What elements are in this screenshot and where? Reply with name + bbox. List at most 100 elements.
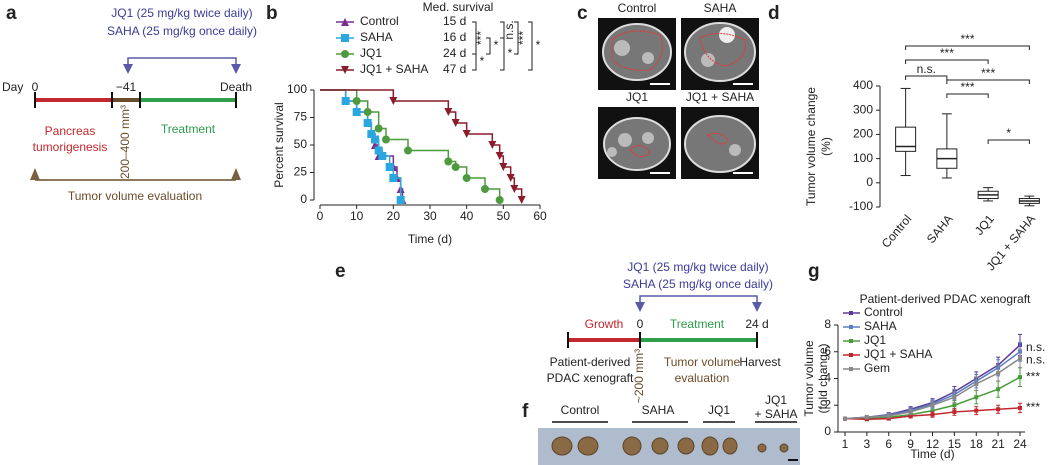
x-tick-label: 6 (885, 437, 892, 451)
y-tick-label: 300 (853, 102, 873, 116)
shape (614, 40, 630, 56)
significance-label: *** (940, 46, 954, 60)
marker (952, 395, 957, 400)
marker (363, 108, 372, 116)
marker (974, 381, 979, 386)
box (895, 126, 917, 152)
marker (352, 108, 361, 116)
x-tick-label: 60 (533, 209, 547, 223)
legend-marker (849, 339, 853, 343)
regimen: JQ1 (25 mg/kg twice daily) (627, 260, 768, 274)
panel-label: a (6, 3, 17, 24)
marker (506, 174, 515, 182)
legend-marker (341, 50, 349, 58)
growth-label: tumorigenesis (33, 140, 108, 154)
legend-marker (341, 34, 349, 42)
image-label: JQ1 + SAHA (686, 90, 754, 104)
scale-bar (650, 83, 753, 174)
marker (952, 409, 957, 414)
significance-label: * (508, 46, 513, 60)
marker (974, 408, 979, 413)
x-axis-label: Time (d) (910, 447, 954, 461)
shape (603, 117, 671, 171)
legend-label: JQ1 (864, 333, 886, 347)
marker (908, 409, 913, 414)
y-tick-label: 0 (300, 192, 307, 206)
regimen: SAHA (25 mg/kg once daily) (107, 24, 257, 38)
treatment-label: Treatment (161, 122, 216, 136)
y-tick-label: -100 (849, 199, 873, 213)
survival-line (320, 89, 402, 200)
shape (757, 443, 767, 453)
panel-label: e (335, 261, 346, 282)
legend-marker (341, 18, 349, 26)
x-tick-label: Control (879, 212, 915, 251)
day-mid: −41 (116, 80, 137, 94)
shape (722, 437, 738, 455)
shape (684, 22, 756, 82)
legend-title: Med. survival (423, 0, 494, 14)
y-tick-label: 100 (853, 151, 873, 165)
x-tick-label: 12 (926, 437, 940, 451)
tumors (551, 436, 789, 456)
x-tick-label: 9 (907, 437, 914, 451)
significance-bracket (946, 79, 1030, 84)
marker (843, 416, 847, 421)
shape (622, 436, 642, 456)
y-tick-label: 50 (294, 137, 308, 151)
growth-label: Growth (585, 317, 624, 331)
x-tick-label: 30 (423, 209, 437, 223)
shape (651, 437, 669, 455)
legend-label: JQ1 (360, 46, 382, 60)
x-tick-label: 0 (317, 209, 324, 223)
significance-bracket (905, 59, 989, 64)
y-tick-label: 4 (824, 371, 831, 385)
panel-label: d (768, 3, 780, 24)
panel-label: f (522, 401, 529, 422)
significance-label: * (536, 38, 541, 52)
marker (389, 97, 398, 105)
day-start: 0 (637, 317, 644, 331)
significance-label: *** (1026, 400, 1040, 414)
marker (1018, 405, 1022, 410)
marker (1018, 356, 1022, 361)
marker (495, 196, 504, 204)
marker (389, 174, 398, 182)
marker (499, 163, 508, 171)
marker (930, 412, 935, 417)
significance-bracket (946, 93, 989, 98)
x-tick-label: 15 (948, 437, 962, 451)
significance-bracket (905, 45, 1030, 50)
size-label: 200–400 mm³ (118, 105, 132, 179)
shape (642, 52, 654, 64)
significance-bracket (500, 37, 505, 71)
significance-bracket (472, 53, 477, 71)
shape (607, 147, 617, 157)
x-tick-label: 20 (387, 209, 401, 223)
marker (952, 403, 957, 408)
shape (551, 436, 573, 456)
significance-label: *** (981, 66, 995, 80)
image-label: SAHA (704, 1, 737, 15)
legend-marker (849, 311, 853, 315)
marker (352, 97, 361, 105)
image-label: Control (618, 1, 657, 15)
marker (404, 146, 412, 155)
legend-label: Control (360, 14, 399, 28)
marker (864, 415, 869, 420)
y-axis-label: Percent survival (272, 102, 286, 187)
significance-label: * (480, 54, 485, 68)
mri-images: Control SAHA JQ1 JQ1 + SAHA (598, 1, 759, 179)
x-tick-label: 1 (842, 437, 849, 451)
evaluation-label: evaluation (675, 371, 730, 385)
x-axis-label: Time (d) (408, 232, 452, 246)
photo-label: Control (561, 403, 600, 417)
marker (451, 119, 460, 127)
day-label: Day (2, 80, 23, 94)
significance-label: *** (474, 31, 488, 45)
legend-label: SAHA (360, 30, 393, 44)
marker (996, 387, 1001, 392)
photo-label: + SAHA (754, 407, 797, 421)
significance-label: * (494, 38, 499, 52)
